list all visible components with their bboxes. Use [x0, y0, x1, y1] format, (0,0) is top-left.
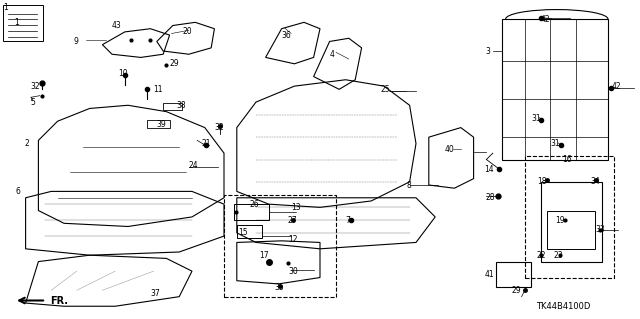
- Text: 2: 2: [24, 139, 29, 148]
- Bar: [234, 204, 269, 220]
- Text: 30: 30: [288, 267, 298, 276]
- Text: 38: 38: [176, 101, 186, 110]
- Text: 3: 3: [485, 47, 490, 56]
- Text: FR.: FR.: [50, 296, 68, 306]
- Bar: [163, 103, 182, 110]
- Text: 13: 13: [291, 203, 301, 212]
- Text: 15: 15: [238, 228, 248, 237]
- Text: 28: 28: [485, 193, 495, 202]
- Bar: [237, 225, 262, 238]
- Bar: [547, 211, 595, 249]
- Text: 25: 25: [381, 85, 390, 94]
- Text: 7: 7: [346, 216, 351, 225]
- Bar: [541, 182, 602, 262]
- Text: 31: 31: [531, 114, 541, 122]
- Text: 34: 34: [590, 177, 600, 186]
- Text: 39: 39: [157, 120, 166, 129]
- Text: 16: 16: [562, 155, 572, 164]
- Text: 32: 32: [31, 82, 40, 91]
- Text: 42: 42: [611, 82, 621, 91]
- Text: 20: 20: [182, 27, 192, 36]
- Text: 35: 35: [274, 283, 284, 292]
- Text: 21: 21: [202, 139, 211, 148]
- Text: 41: 41: [485, 270, 495, 279]
- Text: 40: 40: [445, 145, 454, 154]
- Bar: [502, 19, 608, 160]
- Text: 32: 32: [214, 123, 224, 132]
- Bar: [525, 156, 614, 278]
- Text: TK44B4100D: TK44B4100D: [536, 302, 590, 311]
- Text: 42: 42: [541, 15, 550, 24]
- Text: 33: 33: [595, 225, 605, 234]
- Text: 11: 11: [154, 85, 163, 94]
- Text: 4: 4: [330, 50, 335, 59]
- Text: 31: 31: [550, 139, 560, 148]
- Text: 14: 14: [484, 165, 494, 174]
- Text: 24: 24: [189, 161, 198, 170]
- Text: 10: 10: [118, 69, 128, 78]
- Text: 29: 29: [170, 59, 179, 68]
- Text: 5: 5: [31, 98, 36, 107]
- Bar: [224, 195, 336, 297]
- Text: 1: 1: [14, 18, 19, 27]
- Bar: [147, 120, 170, 128]
- Text: 18: 18: [538, 177, 547, 186]
- Text: 36: 36: [282, 31, 291, 40]
- Text: 37: 37: [150, 289, 160, 298]
- Bar: [3, 5, 43, 41]
- Text: 22: 22: [536, 251, 546, 260]
- Text: 19: 19: [556, 216, 565, 225]
- Text: 26: 26: [250, 200, 259, 209]
- Text: 8: 8: [406, 181, 411, 189]
- Text: 12: 12: [288, 235, 298, 244]
- Text: 23: 23: [554, 251, 563, 260]
- Text: 27: 27: [288, 216, 298, 225]
- Text: 43: 43: [112, 21, 122, 30]
- Text: 9: 9: [74, 37, 79, 46]
- Text: 1: 1: [3, 3, 8, 12]
- Text: 29: 29: [512, 286, 522, 295]
- Text: 17: 17: [259, 251, 269, 260]
- Text: 6: 6: [16, 187, 21, 196]
